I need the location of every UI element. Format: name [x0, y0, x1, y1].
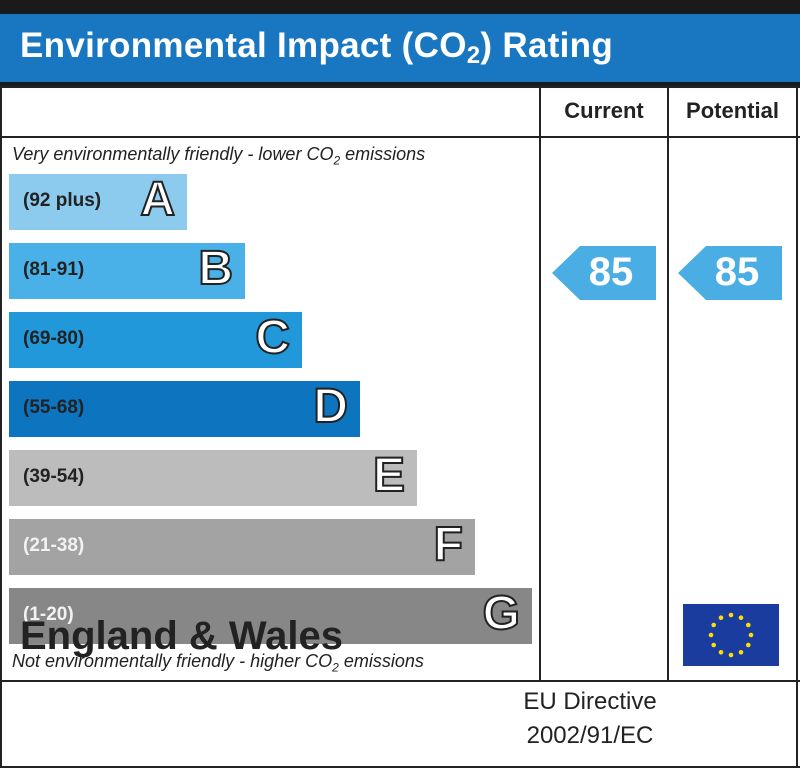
title-text-end: ) Rating [480, 26, 614, 65]
title-bar: Environmental Impact (CO2) Rating [0, 14, 800, 82]
current-rating-arrow: 85 [552, 246, 656, 300]
bottom-note-text: Not environmentally friendly - higher CO [12, 651, 333, 671]
rating-band-c: (69-80) C [9, 310, 302, 368]
grid-line [0, 766, 800, 768]
current-rating-arrow-value: 85 [588, 250, 634, 294]
bottom-note-text-end: emissions [338, 651, 424, 671]
rating-band-f: (21-38) F [9, 517, 475, 575]
band-range-label: (39-54) [23, 466, 85, 487]
grid-line [0, 86, 800, 88]
band-letter-label: G [482, 586, 521, 641]
title-subscript: 2 [466, 42, 481, 69]
grid-line [0, 86, 2, 768]
directive-line-2: 2002/91/EC [526, 722, 654, 749]
grid-line [796, 86, 798, 768]
grid-line [667, 86, 669, 682]
rating-band-b: (81-91) B [9, 241, 245, 299]
eu-star [718, 615, 724, 620]
band-range-label: (1-20) [23, 604, 74, 625]
band-letter-label: E [372, 448, 406, 503]
grid-line [0, 680, 800, 682]
eu-star [708, 632, 714, 638]
eu-flag-icon [683, 604, 779, 666]
potential-rating-arrow-polygon [678, 246, 782, 300]
potential-rating-arrow-shape [678, 246, 782, 300]
eu-star [728, 652, 734, 658]
title-text: Environmental Impact (CO [20, 26, 467, 65]
current-rating-arrow-shape [552, 246, 656, 300]
band-range-label: (69-80) [23, 328, 85, 349]
eu-star [738, 615, 744, 620]
bottom-note-subscript: 2 [332, 660, 339, 675]
top-note-text: Very environmentally friendly - lower CO [12, 144, 334, 164]
top-note: Very environmentally friendly - lower CO… [12, 144, 425, 168]
eu-star [748, 632, 754, 638]
eu-star [711, 642, 716, 648]
eu-star [746, 622, 751, 628]
band-range-label: (21-38) [23, 535, 85, 556]
eu-star [718, 650, 724, 655]
eu-flag-stars [683, 604, 779, 666]
footer: England & Wales EU Directive 2002/91/EC [0, 600, 800, 749]
grid-line [539, 86, 541, 682]
top-note-text-end: emissions [340, 144, 426, 164]
eu-star [738, 650, 744, 655]
chart-title: Environmental Impact (CO2) Rating [20, 26, 613, 70]
rating-band-e: (39-54) E [9, 448, 417, 506]
band-letter-label: F [433, 517, 464, 572]
band-range-label: (92 plus) [23, 190, 102, 211]
band-range-label: (55-68) [23, 397, 85, 418]
rating-band-g: (1-20) G [9, 586, 532, 644]
column-header-current: Current [564, 98, 644, 123]
band-letter-label: A [139, 172, 176, 227]
rating-band-d: (55-68) D [9, 379, 360, 437]
rating-band-a: (92 plus) A [9, 172, 187, 230]
rating-panel: Current Potential Very environmentally f… [0, 86, 800, 768]
eu-star [728, 612, 734, 618]
region-label: England & Wales [20, 614, 344, 658]
potential-rating-arrow: 85 [678, 246, 782, 300]
directive-line-1: EU Directive [523, 688, 657, 715]
band-letter-label: D [312, 379, 349, 434]
column-header-potential: Potential [686, 98, 779, 123]
eu-star [711, 622, 716, 628]
bottom-note: Not environmentally friendly - higher CO… [12, 651, 424, 675]
eu-star [746, 642, 751, 648]
band-letter-label: C [254, 310, 291, 365]
grid-line [0, 136, 800, 138]
potential-rating-arrow-value: 85 [714, 250, 760, 294]
top-note-subscript: 2 [333, 153, 341, 168]
current-rating-arrow-polygon [552, 246, 656, 300]
band-range-label: (81-91) [23, 259, 85, 280]
band-letter-label: B [197, 241, 234, 296]
